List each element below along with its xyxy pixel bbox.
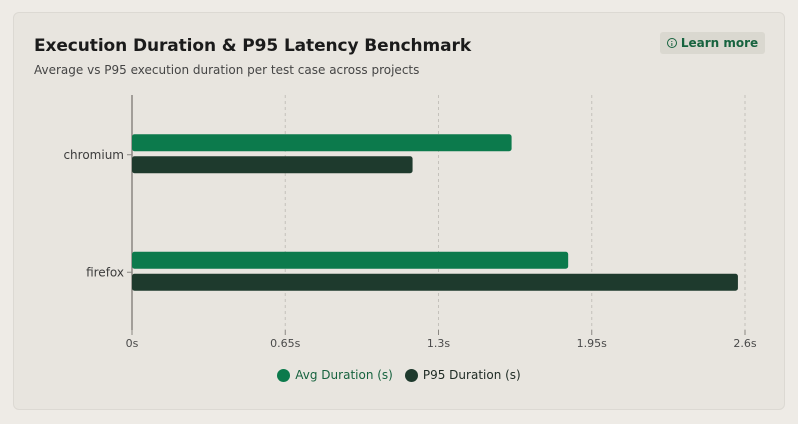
- chart-subtitle: Average vs P95 execution duration per te…: [34, 63, 420, 77]
- chart-legend: Avg Duration (s) P95 Duration (s): [0, 368, 798, 382]
- legend-label-p95: P95 Duration (s): [422, 368, 521, 382]
- chart-card: [13, 12, 785, 410]
- x-tick-label: 0s: [126, 337, 139, 350]
- chart-title: Execution Duration & P95 Latency Benchma…: [34, 36, 472, 56]
- learn-more-button[interactable]: Learn more: [660, 32, 765, 54]
- legend-swatch-avg: [277, 368, 291, 382]
- y-tick-label: firefox: [86, 265, 124, 279]
- legend-item-p95[interactable]: P95 Duration (s): [404, 368, 521, 382]
- legend-label-avg: Avg Duration (s): [295, 368, 393, 382]
- x-tick-label: 2.6s: [733, 337, 756, 350]
- bar-chromium-p95: [132, 156, 413, 174]
- x-tick-label: 0.65s: [270, 337, 300, 350]
- bar-firefox-p95: [132, 273, 738, 291]
- bar-firefox-avg: [132, 251, 569, 269]
- bar-chromium-avg: [132, 134, 512, 152]
- legend-swatch-p95: [404, 368, 418, 382]
- y-tick-label: chromium: [63, 148, 124, 162]
- x-tick-label: 1.3s: [427, 337, 450, 350]
- legend-item-avg[interactable]: Avg Duration (s): [277, 368, 393, 382]
- x-tick-label: 1.95s: [577, 337, 607, 350]
- learn-more-label: Learn more: [680, 36, 759, 50]
- info-icon: [666, 38, 677, 48]
